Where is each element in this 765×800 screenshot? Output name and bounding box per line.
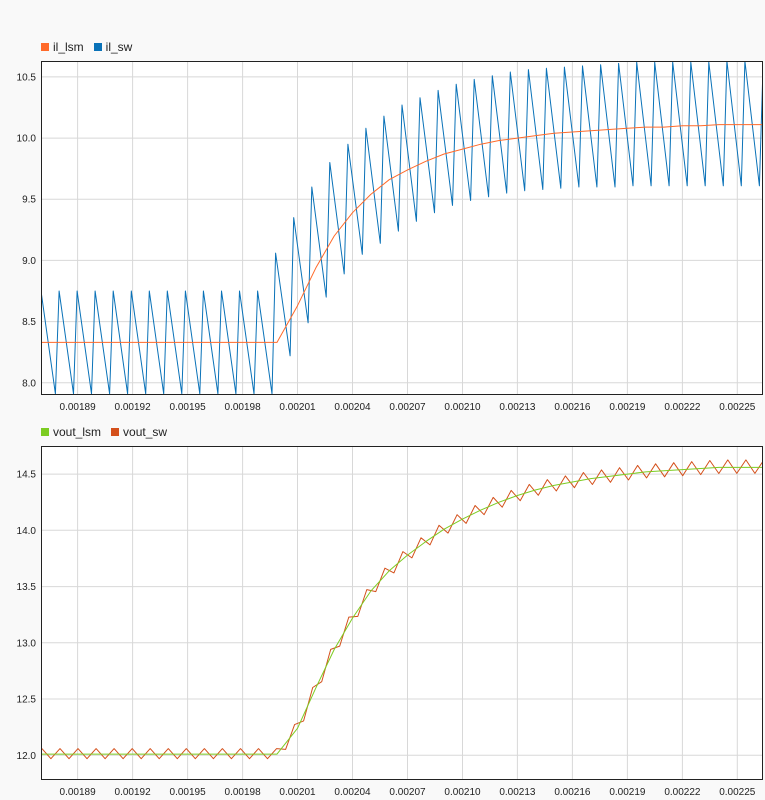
y-tick-label: 12.0: [17, 751, 37, 762]
x-tick-label: 0.00207: [389, 402, 426, 413]
x-tick-label: 0.00189: [60, 787, 97, 798]
x-tick-label: 0.00204: [334, 787, 371, 798]
x-tick-label: 0.00198: [225, 402, 262, 413]
legend-item-vout-sw[interactable]: vout_sw: [111, 425, 167, 439]
legend-label-il-sw: il_sw: [105, 40, 133, 54]
x-tick-label: 0.00195: [170, 402, 207, 413]
y-tick-label: 13.5: [17, 582, 37, 593]
x-tick-label: 0.00216: [554, 787, 591, 798]
x-tick-label: 0.00210: [444, 787, 481, 798]
x-tick-label: 0.00195: [170, 787, 207, 798]
legend-bottom: vout_lsm vout_sw: [41, 424, 167, 440]
x-tick-label: 0.00201: [279, 402, 316, 413]
x-tick-label: 0.00201: [279, 787, 316, 798]
x-tick-label: 0.00210: [444, 402, 481, 413]
legend-item-il-lsm[interactable]: il_lsm: [41, 40, 84, 54]
y-tick-label: 9.0: [22, 256, 36, 267]
x-tick-label: 0.00213: [499, 402, 536, 413]
x-tick-label: 0.00192: [115, 787, 152, 798]
plot-frame-bottom: [41, 446, 763, 780]
x-tick-label: 0.00225: [719, 787, 756, 798]
y-tick-label: 14.0: [17, 526, 37, 537]
x-tick-label: 0.00192: [115, 402, 152, 413]
y-tick-label: 13.0: [17, 638, 37, 649]
series-line-vout-lsm: [41, 466, 763, 755]
x-tick-label: 0.00216: [554, 402, 591, 413]
y-tick-label: 8.5: [22, 317, 36, 328]
legend-top: il_lsm il_sw: [41, 39, 132, 55]
y-tick-label: 9.5: [22, 195, 36, 206]
legend-swatch-vout-sw: [111, 428, 120, 436]
plot-area-bottom: [41, 446, 763, 780]
legend-swatch-il-lsm: [41, 43, 49, 51]
x-tick-label: 0.00189: [60, 402, 97, 413]
legend-swatch-vout-lsm: [41, 428, 49, 436]
legend-swatch-il-sw: [93, 43, 102, 51]
x-tick-label: 0.00198: [225, 787, 262, 798]
y-tick-label: 10.0: [17, 134, 37, 145]
y-tick-label: 12.5: [17, 695, 37, 706]
legend-item-vout-lsm[interactable]: vout_lsm: [41, 425, 101, 439]
x-tick-label: 0.00225: [719, 402, 756, 413]
x-tick-label: 0.00222: [664, 787, 701, 798]
x-tick-label: 0.00222: [664, 402, 701, 413]
series-line-il-sw: [41, 61, 763, 395]
x-tick-label: 0.00219: [609, 787, 646, 798]
y-tick-label: 10.5: [17, 72, 37, 83]
legend-label-vout-sw: vout_sw: [123, 425, 168, 439]
x-tick-label: 0.00219: [609, 402, 646, 413]
y-tick-label: 14.5: [17, 470, 37, 481]
legend-item-il-sw[interactable]: il_sw: [93, 40, 133, 54]
x-tick-label: 0.00207: [389, 787, 426, 798]
legend-label-vout-lsm: vout_lsm: [53, 425, 102, 439]
series-line-il-lsm: [41, 124, 763, 343]
plot-frame-top: [41, 61, 763, 395]
x-tick-label: 0.00213: [499, 787, 536, 798]
x-tick-label: 0.00204: [334, 402, 371, 413]
legend-label-il-lsm: il_lsm: [53, 40, 84, 54]
y-tick-label: 8.0: [22, 378, 36, 389]
